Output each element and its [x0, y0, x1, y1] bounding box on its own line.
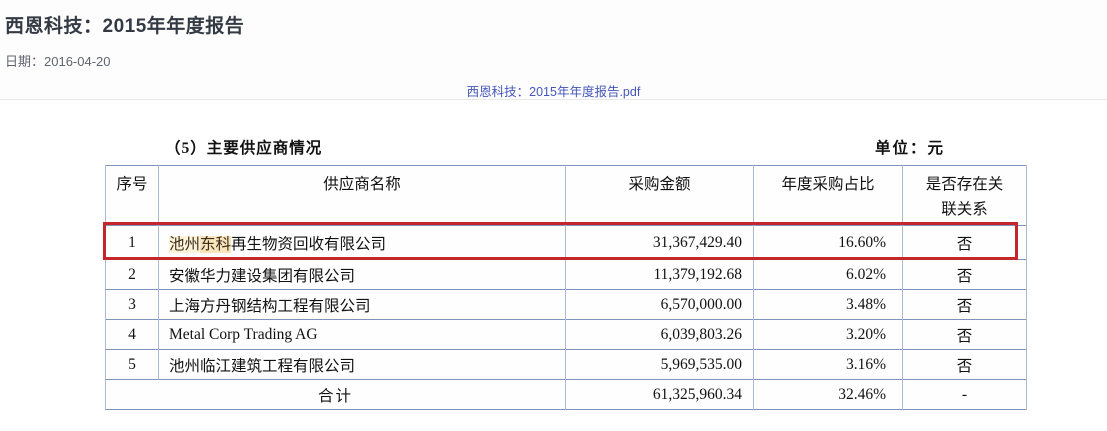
cell-ratio: 16.60%: [753, 225, 903, 260]
header-row: 序号 供应商名称 采购金额 年度采购占比 是否存在关联关系: [105, 165, 1027, 226]
total-row: 合计 61,325,960.34 32.46% -: [105, 379, 1027, 410]
cell-related: 否: [902, 349, 1027, 380]
suppliers-table-wrap: 序号 供应商名称 采购金额 年度采购占比 是否存在关联关系 1 池州东科再生物资…: [103, 165, 1027, 410]
cell-ratio: 6.02%: [753, 259, 903, 290]
cell-supplier-name: 安徽华力建设集团有限公司: [158, 259, 566, 290]
cell-no: 2: [105, 259, 159, 290]
total-label: 合计: [105, 379, 566, 410]
cell-ratio: 3.20%: [753, 319, 903, 350]
cell-related: 否: [902, 289, 1027, 320]
attachment-row: 西恩科技：2015年年度报告.pdf: [0, 81, 1107, 101]
cell-amount: 6,039,803.26: [565, 319, 754, 350]
cell-no: 1: [105, 225, 159, 260]
page-title: 西恩科技：2015年年度报告: [5, 16, 245, 37]
cell-no: 3: [105, 289, 159, 320]
table-row: 4 Metal Corp Trading AG 6,039,803.26 3.2…: [105, 319, 1027, 350]
cell-supplier-name: 池州东科再生物资回收有限公司: [158, 225, 566, 260]
cell-related: 否: [902, 225, 1027, 260]
search-highlight: 东科: [200, 235, 232, 253]
cell-amount: 6,570,000.00: [565, 289, 754, 320]
pdf-link[interactable]: 西恩科技：2015年年度报告.pdf: [466, 85, 641, 99]
table-row: 2 安徽华力建设集团有限公司 11,379,192.68 6.02% 否: [105, 259, 1027, 290]
section-caption-row: （5）主要供应商情况 单位：元: [105, 136, 1026, 158]
cell-amount: 5,969,535.00: [565, 349, 754, 380]
page-header: 西恩科技：2015年年度报告 日期：2016-04-20 西恩科技：2015年年…: [0, 0, 1107, 100]
total-ratio: 32.46%: [753, 379, 903, 410]
document-content: （5）主要供应商情况 单位：元 序号 供应商名称 采购金额 年度采购占比 是否存…: [0, 136, 1107, 410]
suppliers-table: 序号 供应商名称 采购金额 年度采购占比 是否存在关联关系 1 池州东科再生物资…: [105, 165, 1027, 410]
section-caption: （5）主要供应商情况: [165, 140, 323, 157]
col-header-annual-ratio: 年度采购占比: [753, 165, 903, 226]
cell-supplier-name: 上海方丹钢结构工程有限公司: [158, 289, 566, 320]
total-related: -: [902, 379, 1027, 410]
search-highlight: 池州: [169, 235, 201, 253]
cell-amount: 11,379,192.68: [565, 259, 754, 290]
table-row: 3 上海方丹钢结构工程有限公司 6,570,000.00 3.48% 否: [105, 289, 1027, 320]
cell-no: 4: [105, 319, 159, 350]
col-header-related-relationship: 是否存在关联关系: [902, 165, 1027, 226]
cell-ratio: 3.48%: [753, 289, 903, 320]
col-header-purchase-amount: 采购金额: [565, 165, 754, 226]
cell-no: 5: [105, 349, 159, 380]
total-amount: 61,325,960.34: [565, 379, 754, 410]
unit-label: 单位：元: [874, 140, 945, 157]
cell-related: 否: [902, 259, 1027, 290]
cell-amount: 31,367,429.40: [565, 225, 754, 260]
cell-supplier-name: Metal Corp Trading AG: [158, 319, 566, 350]
supplier-name-rest: 再生物资回收有限公司: [231, 235, 387, 253]
col-header-no: 序号: [105, 165, 159, 226]
cell-related: 否: [902, 319, 1027, 350]
table-row: 1 池州东科再生物资回收有限公司 31,367,429.40 16.60% 否: [105, 225, 1027, 260]
cell-ratio: 3.16%: [753, 349, 903, 380]
date-label: 日期：2016-04-20: [5, 54, 111, 69]
table-row: 5 池州临江建筑工程有限公司 5,969,535.00 3.16% 否: [105, 349, 1027, 380]
cell-supplier-name: 池州临江建筑工程有限公司: [158, 349, 566, 380]
col-header-supplier-name: 供应商名称: [158, 165, 566, 226]
